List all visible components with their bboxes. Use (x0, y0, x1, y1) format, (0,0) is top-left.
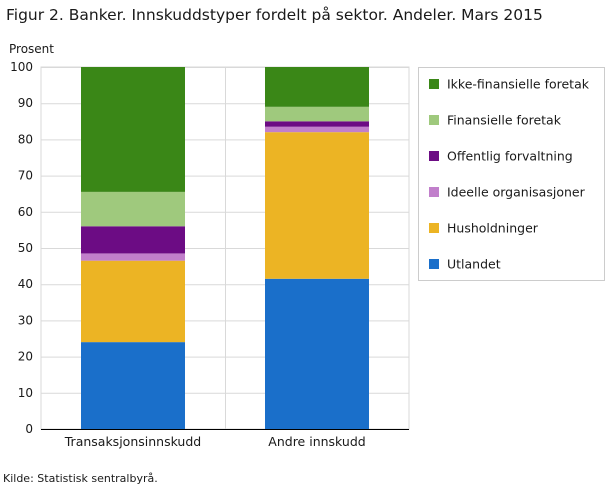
y-tick-label: 90 (18, 96, 33, 110)
legend-label: Offentlig forvaltning (447, 149, 573, 164)
y-tick-label: 80 (18, 132, 33, 146)
bar-segment (81, 226, 185, 254)
bar-segment (81, 253, 185, 261)
legend-swatch (429, 187, 439, 197)
y-tick-label: 30 (18, 313, 33, 327)
bar-segment (81, 342, 185, 429)
y-tick-label: 0 (25, 422, 33, 436)
legend-swatch (429, 223, 439, 233)
legend-label: Ikke-finansielle foretak (447, 77, 590, 92)
y-axis-label: Prosent (9, 42, 54, 56)
legend-label: Husholdninger (447, 221, 539, 236)
legend-swatch (429, 115, 439, 125)
bar-segment (265, 106, 369, 122)
bar-segment (265, 278, 369, 429)
y-tick-label: 50 (18, 241, 33, 255)
y-tick-label: 40 (18, 277, 33, 291)
legend-swatch (429, 259, 439, 269)
legend-box (418, 67, 605, 281)
y-tick-label: 10 (18, 386, 33, 400)
bar-segment (265, 121, 369, 127)
legend-label: Utlandet (447, 257, 501, 272)
legend-label: Finansielle foretak (447, 113, 562, 128)
bar-segment (265, 67, 369, 107)
y-tick-label: 70 (18, 169, 33, 183)
x-tick-label: Andre innskudd (268, 434, 365, 449)
legend-swatch (429, 151, 439, 161)
chart-title: Figur 2. Banker. Innskuddstyper fordelt … (6, 6, 543, 24)
bar-segment (265, 132, 369, 279)
source-note: Kilde: Statistisk sentralbyrå. (3, 472, 158, 485)
bar-segment (81, 67, 185, 192)
y-tick-label: 100 (10, 60, 33, 74)
legend-label: Ideelle organisasjoner (447, 185, 586, 200)
bar-segment (81, 191, 185, 227)
x-tick-label: Transaksjonsinnskudd (64, 434, 201, 449)
bar-segment (81, 260, 185, 343)
y-tick-label: 60 (18, 205, 33, 219)
bar-segment (265, 126, 369, 133)
legend-swatch (429, 79, 439, 89)
y-tick-label: 20 (18, 350, 33, 364)
